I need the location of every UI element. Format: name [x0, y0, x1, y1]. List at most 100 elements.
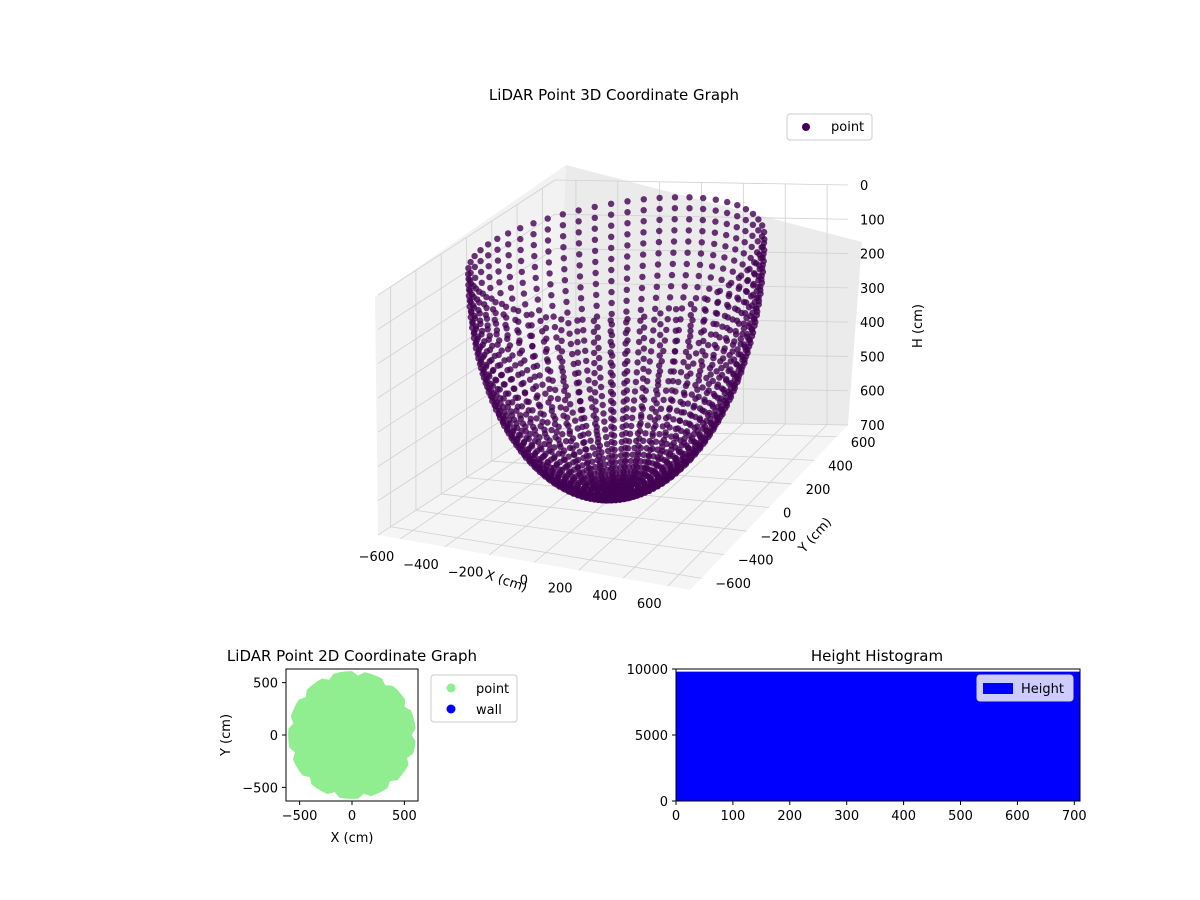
point-3d	[472, 274, 479, 281]
point-3d	[557, 404, 564, 411]
point-3d	[608, 233, 615, 240]
point-3d	[550, 455, 558, 462]
point-3d	[627, 457, 635, 465]
point-3d	[500, 381, 507, 388]
point-3d	[685, 353, 693, 360]
point-3d	[587, 470, 594, 477]
point-3d	[633, 455, 641, 462]
point-3d	[656, 227, 663, 235]
point-3d	[685, 238, 692, 245]
point-3d	[687, 301, 695, 308]
point-3d	[623, 286, 630, 293]
point-3d	[672, 327, 679, 334]
point-3d	[562, 405, 570, 413]
point-3d	[723, 399, 730, 407]
point-3d	[652, 294, 660, 301]
point-3d	[745, 336, 753, 344]
point-3d	[720, 386, 727, 393]
point-3d	[515, 339, 523, 347]
point-3d	[695, 377, 702, 384]
y-tick-label-hist: 10000	[627, 663, 668, 678]
y-tick-label-2d: 0	[270, 729, 278, 744]
point-3d	[505, 252, 512, 259]
point-3d	[492, 376, 499, 383]
point-3d	[671, 216, 678, 223]
point-3d	[543, 346, 550, 353]
point-3d	[640, 218, 647, 225]
point-3d	[672, 432, 680, 439]
point-3d	[544, 356, 551, 363]
point-3d	[551, 469, 558, 477]
point-3d	[669, 260, 676, 268]
point-3d	[678, 464, 685, 471]
grid-line	[377, 248, 556, 364]
point-3d	[559, 211, 566, 218]
point-3d	[545, 376, 552, 383]
point-3d	[735, 285, 742, 292]
point-3d	[523, 311, 530, 319]
point-3d	[705, 380, 713, 388]
point-3d	[495, 351, 502, 359]
point-3d	[622, 422, 630, 429]
point-3d	[649, 472, 656, 479]
point-3d	[696, 261, 704, 268]
point-3d	[575, 240, 583, 247]
point-3d	[517, 246, 524, 254]
point-3d	[517, 225, 524, 232]
x-axis-label-2d: X (cm)	[331, 831, 374, 846]
point-3d	[734, 346, 741, 353]
point-3d	[697, 367, 704, 375]
point-3d	[530, 363, 537, 370]
grid-line	[377, 179, 556, 296]
point-3d	[539, 461, 546, 469]
point-3d	[711, 229, 719, 236]
point-3d	[718, 408, 725, 415]
point-3d	[578, 415, 585, 422]
point-3d	[607, 328, 614, 335]
point-3d	[752, 260, 760, 267]
point-3d	[622, 429, 630, 437]
point-3d	[608, 438, 615, 446]
point-cloud-2d	[288, 671, 416, 799]
point-3d	[590, 328, 598, 335]
point-3d	[655, 238, 663, 246]
point-3d	[671, 348, 679, 355]
legend-3d-marker	[802, 123, 810, 131]
point-3d	[574, 317, 581, 324]
point-3d	[543, 434, 550, 441]
point-3d	[669, 377, 677, 385]
z-tick-label-3d: 100	[860, 213, 885, 228]
point-3d	[510, 416, 518, 423]
point-3d	[591, 225, 598, 232]
point-3d	[622, 437, 629, 444]
point-3d	[554, 395, 562, 402]
point-3d	[553, 428, 560, 436]
point-3d	[639, 262, 646, 269]
point-3d	[640, 355, 647, 362]
point-3d	[740, 325, 748, 332]
point-3d	[711, 240, 718, 248]
point-3d	[532, 383, 540, 390]
point-3d	[727, 358, 734, 365]
point-3d	[609, 469, 616, 477]
point-3d	[632, 467, 639, 474]
point-3d	[623, 297, 630, 304]
point-3d	[494, 385, 501, 393]
y-tick-label-3d: 0	[783, 507, 791, 522]
y-tick-label-hist: 0	[660, 795, 668, 810]
point-3d	[640, 240, 647, 247]
point-3d	[722, 243, 729, 250]
point-3d	[628, 422, 635, 430]
point-3d	[758, 233, 766, 240]
point-3d	[672, 306, 680, 313]
y-ticks-3d: −600 −400 −200 0 200 400 600	[715, 436, 875, 592]
point-3d	[505, 356, 513, 363]
point-3d	[468, 309, 475, 316]
point-3d	[545, 259, 553, 266]
point-3d	[515, 307, 522, 315]
point-3d	[731, 382, 739, 389]
point-3d	[465, 265, 472, 272]
point-3d	[593, 291, 600, 299]
point-3d	[742, 287, 750, 295]
point-3d	[564, 414, 571, 421]
